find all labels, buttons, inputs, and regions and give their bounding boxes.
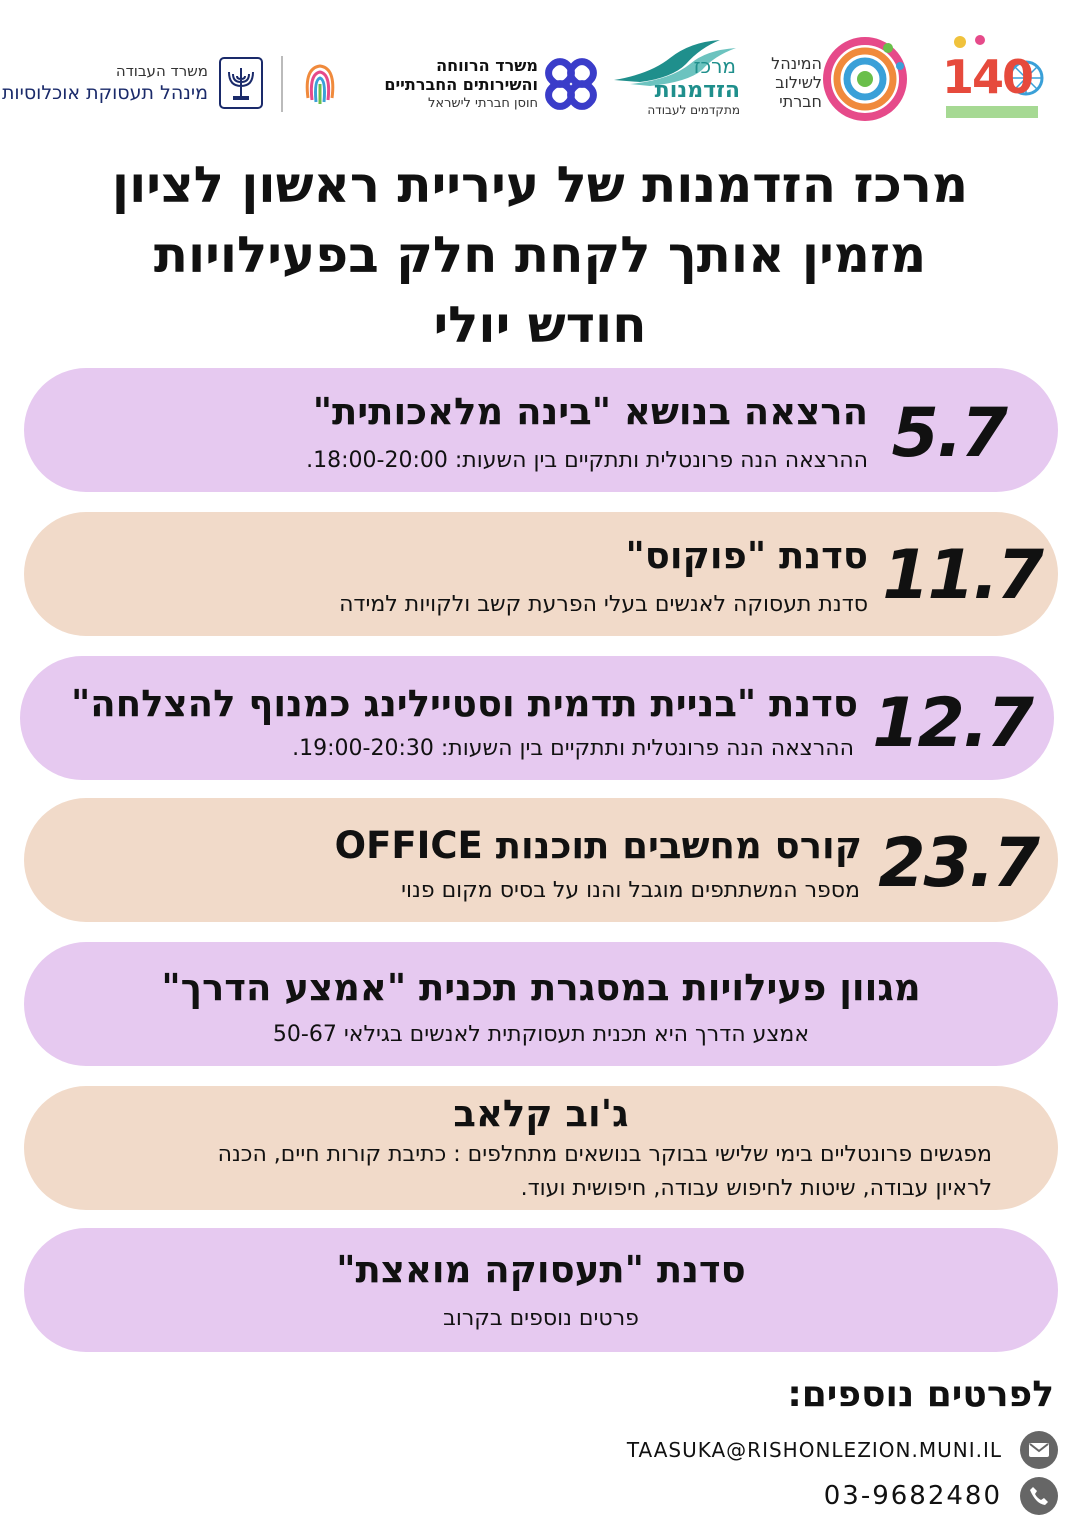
title-line1: מרכז הזדמנות של עיריית ראשון לציון [111, 156, 969, 214]
title-line3: חודש יולי [433, 296, 647, 354]
ministry-labor-text: משרד העבודה מינהל תעסוקת אוכלוסיות [1, 62, 208, 104]
event-date: 12.7 [872, 684, 1034, 763]
event-row-job-club: ג'וב קלאב מפגשים פרונטליים בימי שלישי בב… [24, 1086, 1058, 1210]
contact-title: לפרטים נוספים: [787, 1374, 1054, 1415]
merkaz-line3: מתקדמים לעבודה [647, 103, 740, 117]
event-subtext: ההרצאה הנה פרונטלית ותתקיים בין השעות: 1… [292, 736, 854, 761]
event-subtext: ההרצאה הנה פרונטלית ותתקיים בין השעות: 1… [306, 448, 868, 473]
ministry-welfare-line3: חוסן חברתי לישראל [428, 96, 538, 111]
event-row-styling-workshop: 12.7 סדנת "בניית תדמית וסטיילינג כמנוף ל… [20, 656, 1054, 780]
ministry-labor-line1: משרד העבודה [115, 62, 208, 80]
email-icon [1020, 1431, 1058, 1469]
ministry-welfare-text: משרד הרווחה והשירותים החברתיים חוסן חברת… [352, 56, 538, 111]
contact-email[interactable]: TAASUKA@RISHONLEZION.MUNI.IL [627, 1430, 1058, 1470]
event-subtext: אמצע הדרך היא תכנית תעסוקתית לאנשים בגיל… [272, 1022, 810, 1047]
minhal-line2: לשילוב [775, 73, 822, 92]
merkaz-line2: הזדמנות [654, 78, 740, 103]
event-subtext-line2: לראיון עבודה, שיטות לחיפוש עבודה, חיפושי… [520, 1176, 992, 1201]
minhal-line3: חברתי [779, 92, 822, 111]
merkaz-text: מרכז הזדמנות מתקדמים לעבודה [636, 54, 740, 117]
event-headline: מגוון פעילויות במסגרת תכנית "אמצע הדרך" [161, 966, 921, 1009]
logo-strip: משרד העבודה מינהל תעסוקת אוכלוסיות משרד … [0, 22, 1080, 132]
phone-icon [1020, 1477, 1058, 1515]
minhal-text: המינהל לשילוב חברתי [766, 54, 822, 111]
ministry-labor-line2: מינהל תעסוקת אוכלוסיות [1, 82, 208, 104]
event-date: 11.7 [882, 536, 1044, 615]
event-headline: סדנת "בניית תדמית וסטיילינג כמנוף להצלחה… [71, 682, 858, 725]
event-subtext-line1: מפגשים פרונטליים בימי שלישי בבוקר בנושאי… [217, 1142, 992, 1167]
event-date: 5.7 [891, 394, 1008, 473]
event-headline: סדנת "תעסוקה מואצת" [336, 1248, 746, 1291]
phone-number[interactable]: 03-9682480 [823, 1481, 1002, 1511]
wave-logo-icon [614, 40, 736, 86]
event-row-focus-workshop: 11.7 סדנת "פוקוס" סדנת תעסוקה לאנשים בעל… [24, 512, 1058, 636]
contact-phone[interactable]: 03-9682480 [824, 1476, 1058, 1516]
event-subtext: סדנת תעסוקה לאנשים בעלי הפרעת קשב ולקויו… [339, 592, 868, 617]
welfare-knot-logo-icon [545, 58, 597, 110]
event-subtext: פרטים נוספים בקרוב [443, 1306, 639, 1331]
event-headline: ג'וב קלאב [453, 1092, 629, 1135]
event-row-midway-program: מגוון פעילויות במסגרת תכנית "אמצע הדרך" … [24, 942, 1058, 1066]
ministry-welfare-line1: משרד הרווחה [436, 56, 538, 75]
event-headline: סדנת "פוקוס" [625, 534, 868, 577]
event-subtext: מספר המשתתפים מוגבל והנו על בסיס מקום פנ… [401, 878, 860, 903]
event-headline: קורס מחשבים תוכנות OFFICE [334, 824, 862, 867]
logo-divider [281, 56, 283, 112]
minhal-line1: המינהל [771, 54, 822, 73]
fingerprint-logo-icon [305, 64, 335, 104]
event-headline: הרצאה בנושא "בינה מלאכותית" [312, 390, 868, 433]
ministry-welfare-line2: והשירותים החברתיים [384, 75, 538, 94]
merkaz-line1: מרכז [693, 54, 736, 78]
event-date: 23.7 [878, 824, 1040, 903]
anniversary-logo-icon: 140 [940, 32, 1044, 126]
event-row-ai-lecture: 5.7 הרצאה בנושא "בינה מלאכותית" ההרצאה ה… [24, 368, 1058, 492]
event-row-accelerated-workshop: סדנת "תעסוקה מואצת" פרטים נוספים בקרוב [24, 1228, 1058, 1352]
menorah-emblem-icon [219, 57, 263, 109]
title-line2: מזמין אותך לקחת חלק בפעילויות [153, 226, 927, 284]
event-row-office-course: 23.7 קורס מחשבים תוכנות OFFICE מספר המשת… [24, 798, 1058, 922]
spiral-logo-icon [823, 37, 907, 121]
page-title: מרכז הזדמנות של עיריית ראשון לציון מזמין… [40, 150, 1040, 360]
anniversary-number: 140 [942, 50, 1034, 104]
email-address[interactable]: TAASUKA@RISHONLEZION.MUNI.IL [626, 1438, 1002, 1462]
